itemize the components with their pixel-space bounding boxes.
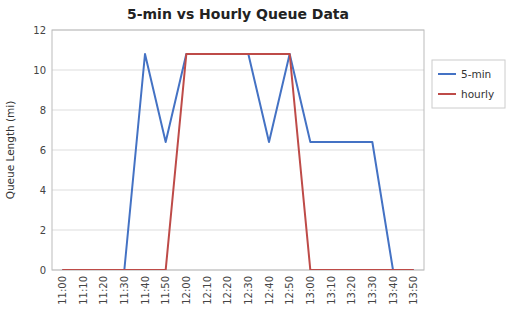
x-tick-label: 12:10: [202, 276, 213, 305]
y-tick-label: 12: [33, 25, 46, 36]
y-tick-label: 2: [40, 225, 46, 236]
grid-line: [52, 110, 424, 111]
x-tick-label: 12:20: [222, 276, 233, 305]
legend: 5-min hourly: [432, 60, 505, 108]
x-tick-label: 13:10: [326, 276, 337, 305]
legend-label: 5-min: [461, 68, 491, 80]
y-tick-label: 8: [40, 105, 46, 116]
legend-swatch: [438, 73, 456, 75]
chart-svg: 5-min vs Hourly Queue Data 0 2 4 6 8 10 12 Queue…: [0, 0, 509, 322]
grid-line: [52, 230, 424, 231]
x-tick-label: 11:30: [119, 276, 130, 305]
x-tick-label: 11:00: [57, 276, 68, 305]
y-axis: 0 2 4 6 8 10 12: [33, 25, 46, 276]
y-tick-label: 10: [33, 65, 46, 76]
x-tick-label: 12:30: [243, 276, 254, 305]
y-tick-label: 4: [40, 185, 46, 196]
x-tick-label: 11:40: [140, 276, 151, 305]
y-tick-label: 0: [40, 265, 46, 276]
x-tick-label: 13:40: [388, 276, 399, 305]
grid: [52, 30, 424, 270]
series-line: [62, 54, 413, 270]
grid-line: [52, 190, 424, 191]
chart-container: 5-min vs Hourly Queue Data 0 2 4 6 8 10 12 Queue…: [0, 0, 509, 322]
x-tick-label: 13:30: [367, 276, 378, 305]
x-tick-label: 13:20: [346, 276, 357, 305]
x-tick-label: 11:20: [98, 276, 109, 305]
grid-line: [52, 70, 424, 71]
plot-frame: [52, 30, 424, 270]
legend-box: [432, 60, 505, 108]
legend-label: hourly: [461, 88, 494, 100]
y-tick-label: 6: [40, 145, 46, 156]
x-tick-label: 11:50: [160, 276, 171, 305]
x-tick-label: 11:10: [78, 276, 89, 305]
grid-line: [52, 150, 424, 151]
x-tick-label: 12:40: [264, 276, 275, 305]
x-axis: 11:00 11:10 11:20 11:30 11:40 11:50 12:00 12:10…: [57, 276, 419, 305]
x-tick-label: 12:00: [181, 276, 192, 305]
chart-title: 5-min vs Hourly Queue Data: [127, 6, 349, 22]
y-axis-label: Queue Length (mi): [4, 101, 16, 200]
data-area: [62, 54, 413, 270]
x-tick-label: 13:00: [305, 276, 316, 305]
legend-swatch: [438, 93, 456, 95]
x-tick-label: 13:50: [408, 276, 419, 305]
x-tick-label: 12:50: [284, 276, 295, 305]
series-line: [62, 54, 413, 270]
